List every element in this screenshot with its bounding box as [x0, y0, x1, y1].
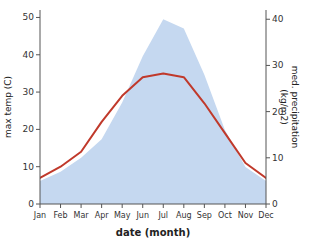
x-tick-label: Jan [33, 211, 46, 220]
x-tick [266, 204, 267, 208]
x-tick-label: May [114, 211, 131, 220]
y2-tick-label: 0 [272, 199, 278, 209]
y2-axis-title-line: (kg/m2) [279, 89, 289, 124]
x-tick [142, 204, 143, 208]
y2-tick [266, 204, 270, 205]
x-tick [60, 204, 61, 208]
area [40, 19, 266, 204]
y-tick-label: 50 [23, 12, 35, 22]
x-tick-label: Feb [53, 211, 67, 220]
y-tick [36, 129, 40, 130]
x-tick [40, 204, 41, 208]
y-tick-label: 0 [28, 199, 34, 209]
y2-tick-label: 10 [272, 153, 284, 163]
x-tick-label: Sep [197, 211, 212, 220]
x-axis-line [40, 204, 266, 205]
x-tick [224, 204, 225, 208]
x-tick-label: Dec [258, 211, 273, 220]
x-tick-label: Jun [135, 211, 149, 220]
x-axis-title: date (month) [116, 227, 190, 238]
y2-axis-line [266, 10, 267, 204]
x-tick-label: Oct [218, 211, 232, 220]
x-tick-label: Jul [157, 211, 168, 220]
x-tick [122, 204, 123, 208]
chart-container: 01020304050010203040JanFebMarAprMayJunJu… [0, 0, 318, 242]
x-tick [204, 204, 205, 208]
y-tick-label: 20 [23, 124, 35, 134]
y2-axis-title-line: med. precipitation [290, 66, 300, 148]
x-tick [183, 204, 184, 208]
y-tick-label: 40 [23, 50, 35, 60]
x-tick-label: Nov [238, 211, 254, 220]
y-axis-line [40, 10, 41, 204]
x-tick-label: Aug [176, 211, 192, 220]
y2-tick [266, 157, 270, 158]
plot-area [40, 19, 266, 204]
y-tick-label: 10 [23, 162, 35, 172]
x-tick-label: Mar [74, 211, 90, 220]
y-tick [36, 54, 40, 55]
y-tick [36, 204, 40, 205]
y2-tick [266, 19, 270, 20]
x-tick [81, 204, 82, 208]
y-tick [36, 17, 40, 18]
x-tick [163, 204, 164, 208]
y-tick-label: 30 [23, 87, 35, 97]
y-tick [36, 92, 40, 93]
y2-tick-label: 30 [272, 60, 284, 70]
x-tick [245, 204, 246, 208]
x-tick [101, 204, 102, 208]
y2-tick [266, 111, 270, 112]
chart: 01020304050010203040JanFebMarAprMayJunJu… [0, 0, 318, 242]
line [40, 73, 266, 177]
y2-tick [266, 65, 270, 66]
x-tick-label: Apr [95, 211, 110, 220]
y2-tick-label: 40 [272, 14, 284, 24]
y-axis-title: max temp (C) [3, 76, 13, 138]
y2-axis-title: med. precipitation(kg/m2) [279, 66, 300, 148]
y-tick [36, 166, 40, 167]
